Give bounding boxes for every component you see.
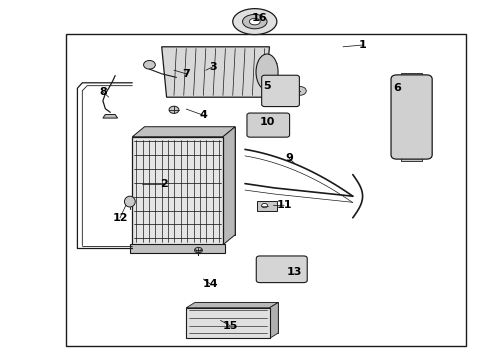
- Text: 13: 13: [286, 267, 302, 277]
- Ellipse shape: [249, 18, 260, 25]
- Text: 15: 15: [222, 321, 238, 331]
- FancyBboxPatch shape: [247, 113, 290, 137]
- Polygon shape: [270, 302, 278, 338]
- Text: 2: 2: [160, 179, 168, 189]
- Text: 3: 3: [209, 62, 217, 72]
- Circle shape: [169, 106, 179, 113]
- Ellipse shape: [243, 14, 267, 29]
- Text: 7: 7: [182, 69, 190, 79]
- Circle shape: [195, 247, 202, 253]
- Circle shape: [144, 60, 155, 69]
- Bar: [132, 137, 223, 245]
- FancyBboxPatch shape: [391, 75, 432, 159]
- Bar: [402, 88, 421, 146]
- Bar: [269, 81, 293, 101]
- Circle shape: [294, 87, 306, 95]
- Bar: [195, 302, 278, 333]
- Bar: [401, 73, 422, 79]
- FancyBboxPatch shape: [256, 256, 307, 283]
- Text: 9: 9: [285, 153, 293, 163]
- Bar: [145, 127, 235, 235]
- Bar: [254, 118, 283, 132]
- Text: 12: 12: [112, 213, 128, 223]
- Circle shape: [262, 203, 268, 208]
- Bar: [265, 262, 299, 276]
- Text: 10: 10: [259, 117, 275, 127]
- Ellipse shape: [256, 54, 278, 90]
- Text: 11: 11: [276, 200, 292, 210]
- Polygon shape: [162, 47, 270, 97]
- Polygon shape: [103, 114, 118, 118]
- Text: 8: 8: [99, 87, 107, 97]
- Bar: [186, 308, 270, 338]
- Text: 16: 16: [252, 13, 268, 23]
- Text: 14: 14: [203, 279, 219, 289]
- Text: 1: 1: [359, 40, 367, 50]
- Text: 5: 5: [263, 81, 271, 91]
- Bar: [257, 201, 277, 211]
- FancyBboxPatch shape: [262, 75, 299, 107]
- Polygon shape: [132, 127, 235, 137]
- Polygon shape: [186, 302, 278, 308]
- Text: 4: 4: [199, 110, 207, 120]
- Bar: [130, 244, 225, 253]
- Ellipse shape: [233, 9, 277, 35]
- Bar: [401, 155, 422, 161]
- Text: 6: 6: [393, 83, 401, 93]
- Polygon shape: [223, 127, 235, 245]
- Bar: [66, 34, 466, 346]
- Ellipse shape: [124, 196, 135, 207]
